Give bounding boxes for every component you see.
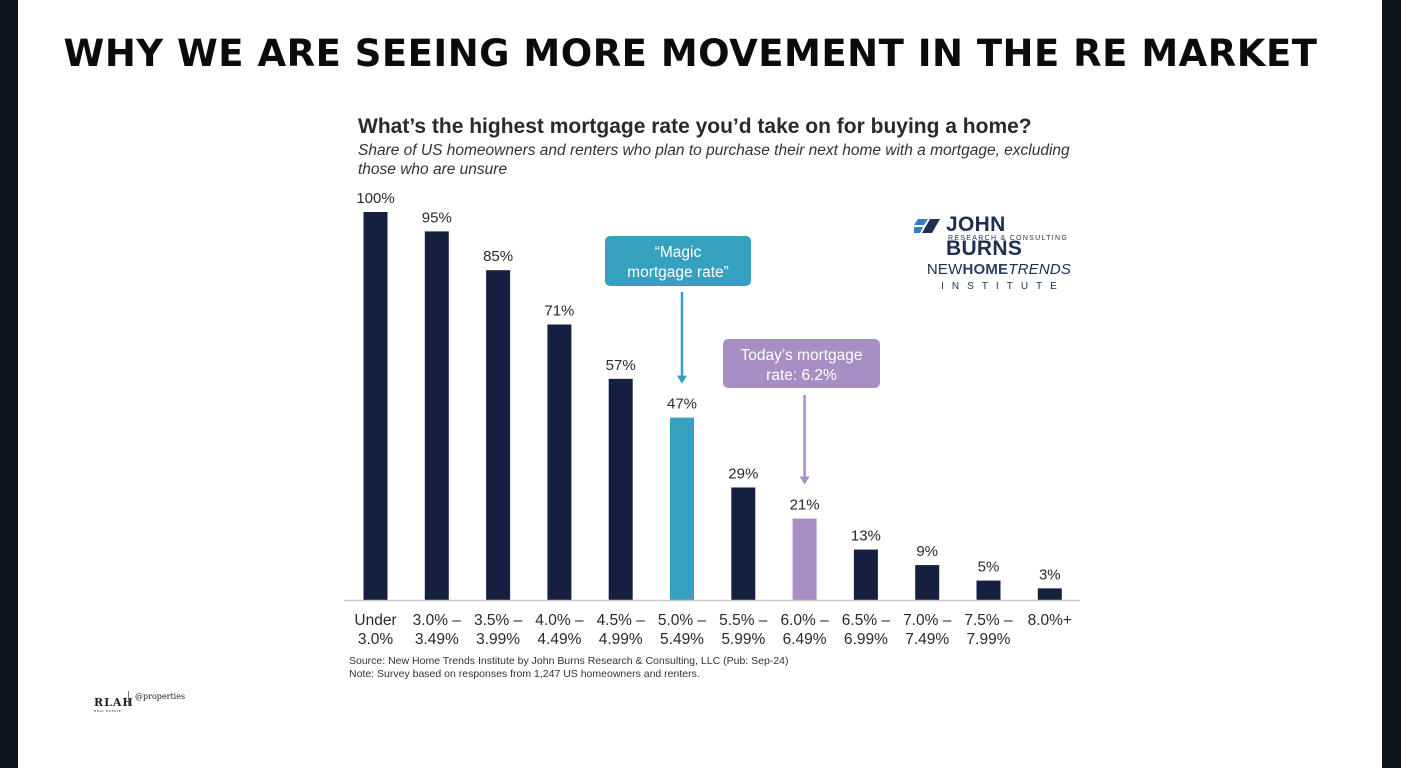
x-tick-label: 4.0% – <box>535 612 584 629</box>
bar-5 <box>670 417 694 600</box>
arrow-down-icon <box>799 476 810 485</box>
bar-value-label: 57% <box>606 357 636 374</box>
bar-value-label: 71% <box>544 303 574 320</box>
bar-value-label: 3% <box>1039 566 1061 583</box>
bar-9 <box>915 565 940 600</box>
callout-text: mortgage rate” <box>627 264 729 281</box>
bar-4 <box>608 378 633 600</box>
chart-title: What’s the highest mortgage rate you’d t… <box>358 115 1032 138</box>
x-tick-label: 7.49% <box>905 631 949 648</box>
x-tick-label: 8.0%+ <box>1028 612 1072 629</box>
bar-11 <box>1037 588 1062 600</box>
footer-logo: RLAH REAL ESTATE @properties <box>94 691 185 713</box>
john-burns-mark-icon <box>914 219 940 233</box>
bar-2 <box>486 270 511 600</box>
x-tick-label: 5.99% <box>721 631 765 648</box>
x-tick-label: 3.0% – <box>413 612 462 629</box>
nht-new: NEW <box>926 261 963 278</box>
slide-headline: WHY WE ARE SEEING MORE MOVEMENT IN THE R… <box>63 32 1318 75</box>
x-tick-label: 3.5% – <box>474 612 523 629</box>
note-line: Note: Survey based on responses from 1,2… <box>349 668 700 680</box>
bar-value-label: 13% <box>851 528 881 545</box>
callout-text: “Magic <box>655 244 702 261</box>
callout-box <box>723 339 880 388</box>
x-tick-label: 5.49% <box>660 631 704 648</box>
x-tick-label: 5.0% – <box>658 612 707 629</box>
bar-value-label: 95% <box>422 209 452 226</box>
x-tick-label: 4.5% – <box>597 612 646 629</box>
x-tick-label: 4.49% <box>537 631 581 648</box>
arrow-down-icon <box>677 375 687 384</box>
bar-value-label: 47% <box>667 396 697 413</box>
source-line: Source: New Home Trends Institute by Joh… <box>349 655 789 667</box>
footer-brand-sub: REAL ESTATE <box>94 709 122 713</box>
bar-7 <box>792 518 817 600</box>
chart-subtitle: Share of US homeowners and renters who p… <box>358 142 1070 178</box>
x-tick-label: 7.5% – <box>964 612 1013 629</box>
bar-0 <box>363 212 388 600</box>
bar-value-label: 9% <box>916 543 938 560</box>
callout-box <box>605 236 751 286</box>
bar-value-label: 85% <box>483 248 513 265</box>
x-tick-label: 6.0% – <box>780 612 829 629</box>
x-tick-label: 6.5% – <box>842 612 891 629</box>
x-tick-label: 3.0% <box>358 631 394 648</box>
footer-brand: RLAH <box>94 696 134 709</box>
x-tick-label: 6.99% <box>844 631 888 648</box>
bar-value-label: 100% <box>356 190 394 207</box>
callout-text: rate: 6.2% <box>766 367 837 384</box>
bar-6 <box>731 487 756 600</box>
chart-source: Source: New Home Trends Institute by Joh… <box>349 655 788 681</box>
x-tick-label: 4.99% <box>599 631 643 648</box>
bar-3 <box>547 324 572 600</box>
x-tick-label: 5.5% – <box>719 612 768 629</box>
callout-text: Today’s mortgage <box>740 347 862 364</box>
nht-institute: INSTITUTE <box>941 281 1065 292</box>
bar-value-label: 29% <box>728 465 758 482</box>
callout-today: Today’s mortgage rate: 6.2% <box>723 339 880 485</box>
nht-home: HOME <box>962 261 1009 278</box>
john-burns-name: JOHN BURNS <box>946 213 1023 260</box>
john-burns-subname: RESEARCH & CONSULTING <box>948 235 1069 242</box>
x-tick-label: 3.99% <box>476 631 520 648</box>
callout-magic: “Magic mortgage rate” <box>605 236 751 384</box>
slide: WHY WE ARE SEEING MORE MOVEMENT IN THE R… <box>18 0 1382 768</box>
nht-trends: TRENDS <box>1008 261 1072 278</box>
bar-10 <box>976 580 1001 600</box>
footer-divider <box>128 691 129 705</box>
footer-partner: @properties <box>135 692 186 701</box>
bar-value-label: 21% <box>790 497 820 514</box>
x-tick-label: 7.0% – <box>903 612 952 629</box>
new-home-trends-logo: NEWHOMETRENDS INSTITUTE <box>924 261 1074 292</box>
x-tick-label: Under <box>354 612 396 629</box>
bar-8 <box>853 549 878 600</box>
x-tick-label: 7.99% <box>967 631 1011 648</box>
x-tick-label: 3.49% <box>415 631 459 648</box>
bar-1 <box>424 231 449 600</box>
bar-chart: 100% 95% 85% 71% 57% 47% 29% 21% 13% 9% 5% 3% Under… <box>344 190 1080 648</box>
bar-value-label: 5% <box>978 559 1000 576</box>
x-tick-label: 6.49% <box>783 631 827 648</box>
